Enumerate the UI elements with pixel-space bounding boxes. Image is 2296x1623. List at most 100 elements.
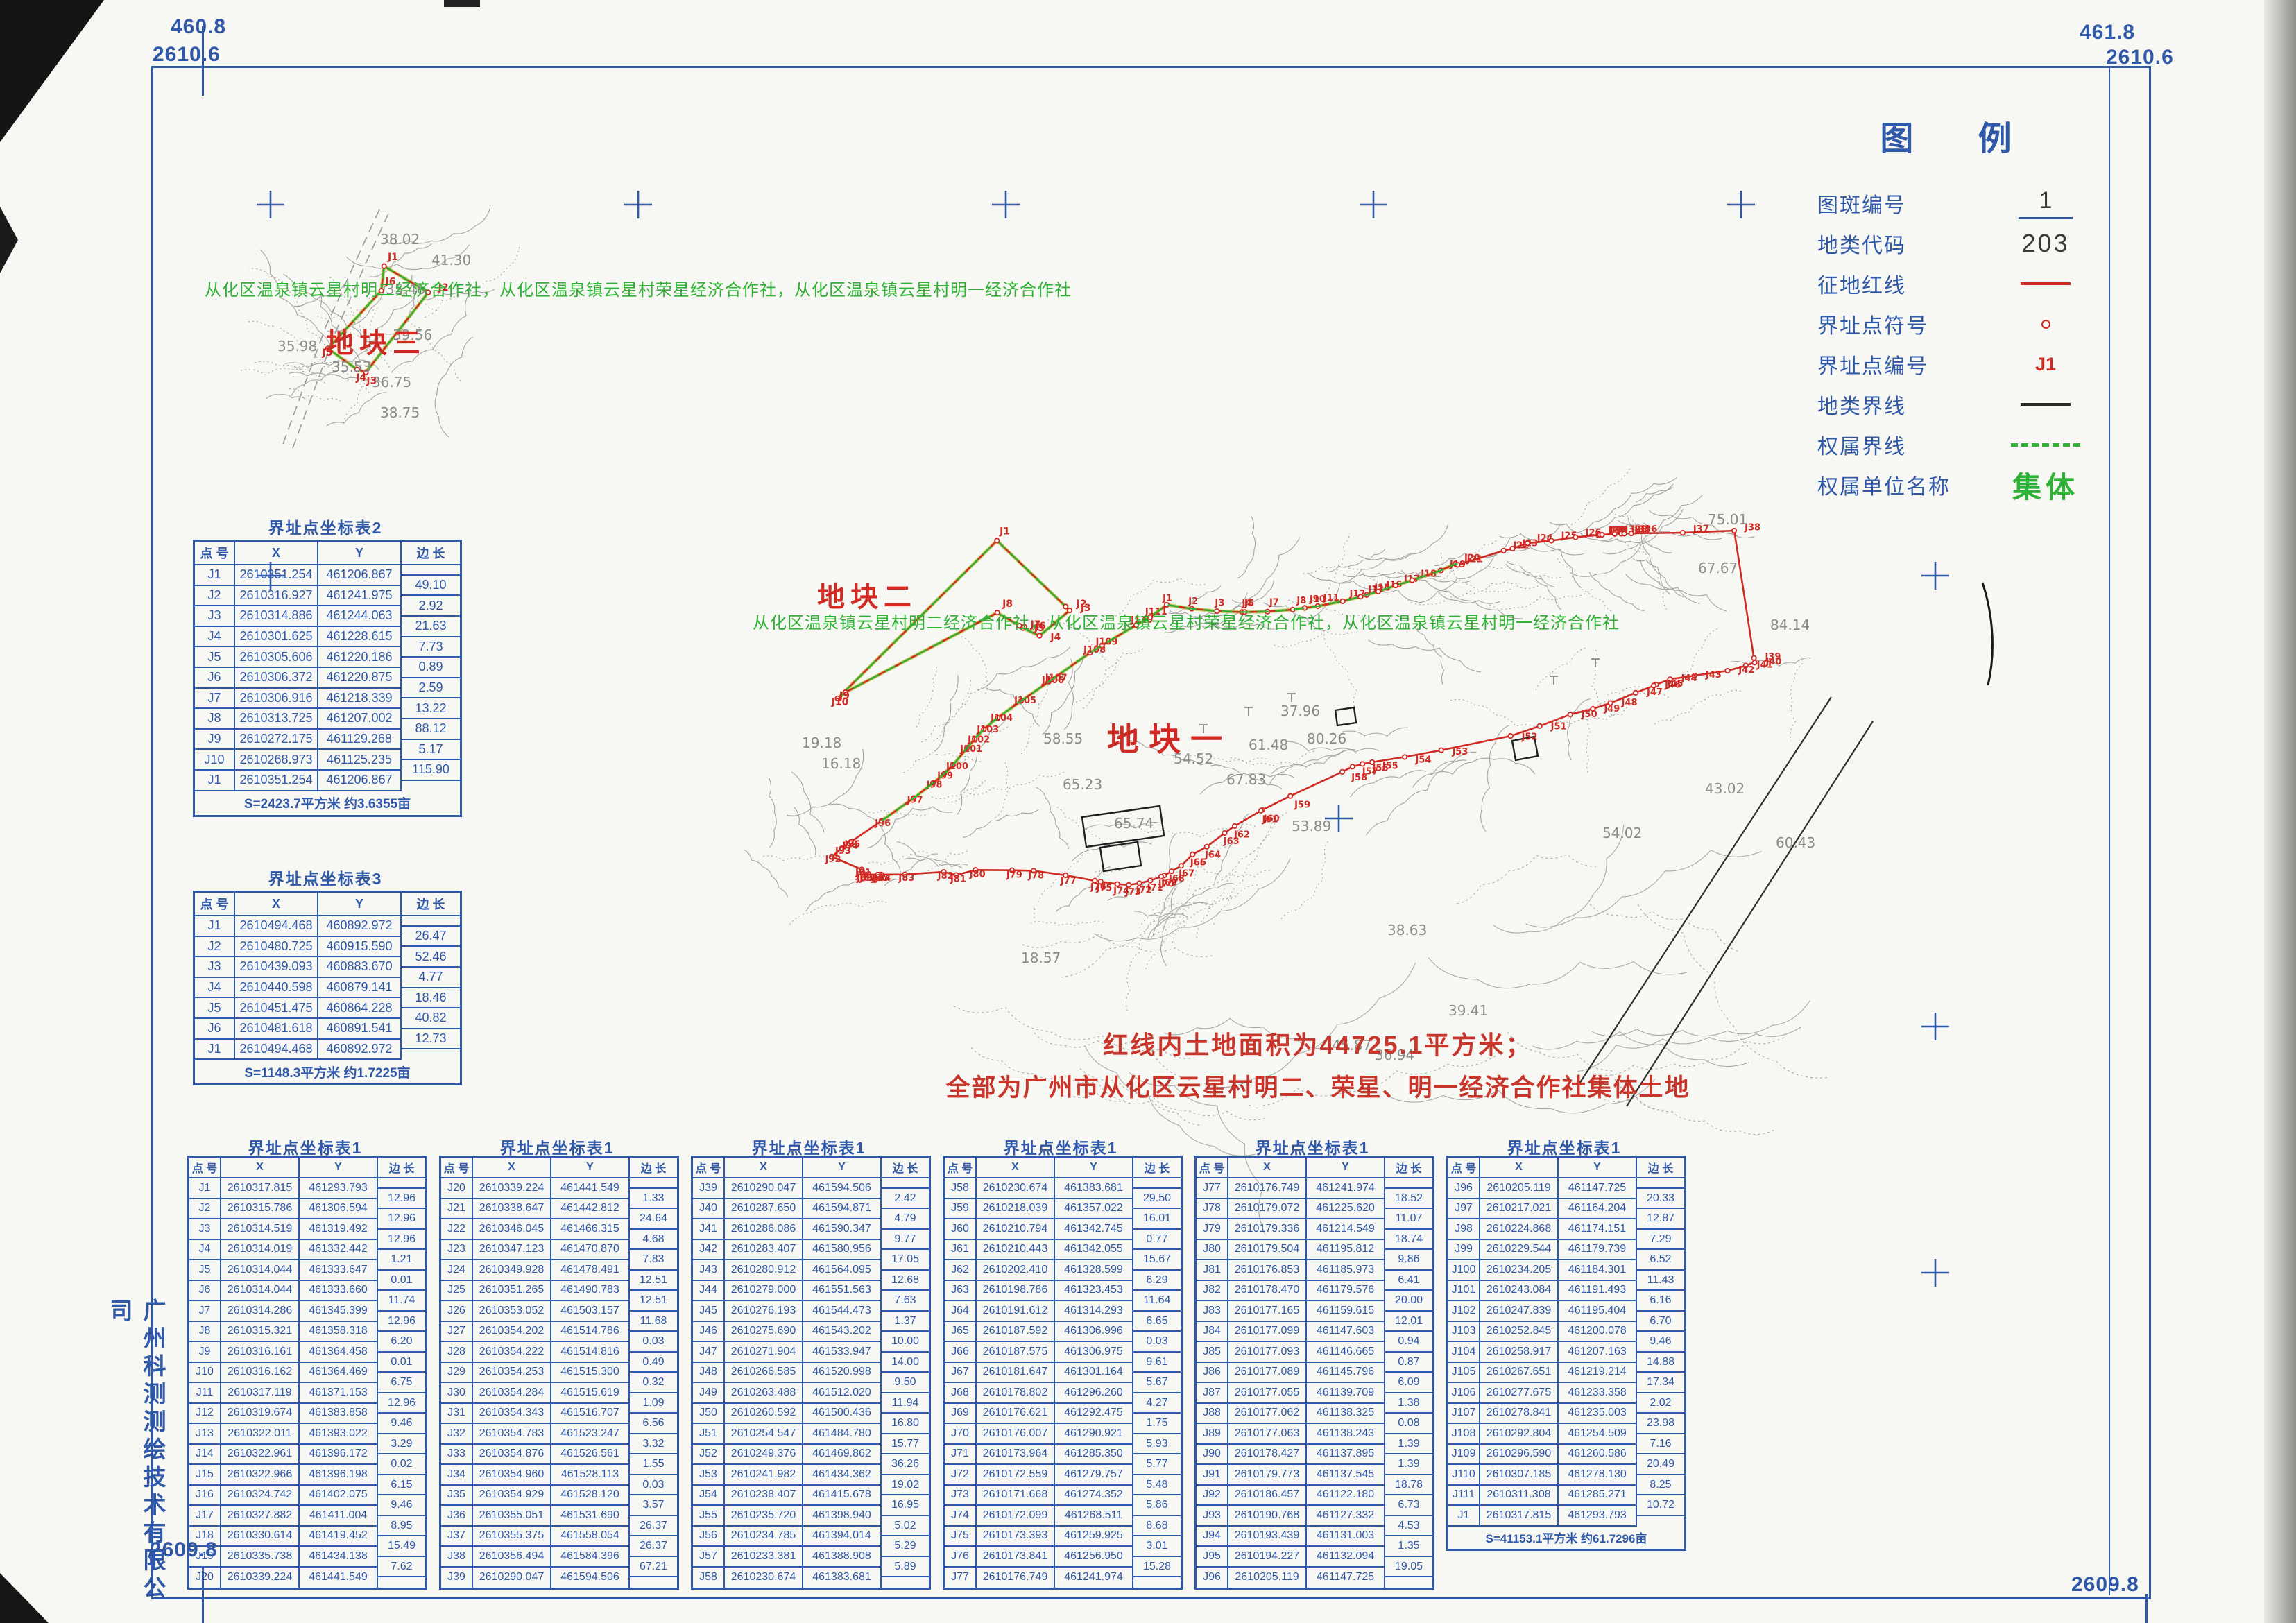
cell-len: 6.73 <box>1385 1495 1432 1516</box>
boundary-point-label: J8 <box>1002 599 1013 610</box>
scan-edge-shadow <box>2264 0 2296 1623</box>
cell-point-id: J40 <box>693 1199 725 1219</box>
cell-x: 2610177.099 <box>1228 1321 1307 1342</box>
boundary-point-marker <box>1190 851 1196 858</box>
sheet-frame-inner-line <box>2109 66 2110 1595</box>
col-header-y: Y <box>551 1158 630 1178</box>
cell-y: 460864.228 <box>318 998 402 1019</box>
contour-line <box>423 289 495 300</box>
boundary-point-label: J57 <box>1362 766 1378 777</box>
contour-line <box>266 394 306 400</box>
cell-x: 2610316.162 <box>221 1362 300 1383</box>
boundary-point-marker <box>1349 764 1355 770</box>
cell-len: 0.08 <box>1385 1414 1432 1434</box>
cell-y: 461218.339 <box>318 688 402 710</box>
contour-line <box>252 361 325 384</box>
col-header-len: 边 长 <box>1133 1158 1181 1178</box>
cell-x: 2610322.011 <box>221 1424 300 1445</box>
cell-y: 461364.469 <box>300 1362 378 1383</box>
cell-point-id: J2 <box>189 1199 221 1219</box>
cell-x: 2610314.886 <box>235 606 318 627</box>
cell-len: 2.02 <box>1637 1393 1684 1414</box>
boundary-point-marker <box>325 345 331 352</box>
cell-x: 2610314.019 <box>221 1239 300 1260</box>
cell-x: 2610346.045 <box>473 1219 551 1240</box>
cell-point-id: J91 <box>1197 1465 1228 1486</box>
boundary-point-label: J6 <box>1035 621 1046 632</box>
cell-x: 2610339.224 <box>473 1178 551 1199</box>
contour-line <box>384 207 491 245</box>
contour-line <box>1640 561 1727 612</box>
cell-point-id: J8 <box>195 709 235 730</box>
boundary-point-marker <box>1178 863 1184 869</box>
cell-point-id: J29 <box>441 1362 473 1383</box>
cell-point-id: J98 <box>1448 1219 1480 1240</box>
cell-point-id: J77 <box>1197 1178 1228 1199</box>
cell-x: 2610177.089 <box>1228 1362 1307 1383</box>
contour-line <box>1160 833 1177 967</box>
boundary-point-label: J49 <box>1603 704 1620 714</box>
contour-line <box>787 900 887 927</box>
cell-point-id: J64 <box>945 1301 977 1322</box>
cell-len: 67.21 <box>630 1557 677 1578</box>
cell-x: 2610254.547 <box>725 1424 803 1445</box>
cell-len: 15.77 <box>882 1434 929 1455</box>
cell-len: 29.50 <box>1133 1189 1181 1210</box>
col-header-y: Y <box>318 542 402 565</box>
cell-point-id: J7 <box>195 688 235 710</box>
contour-line <box>1149 901 1200 939</box>
cell-y: 461145.796 <box>1307 1362 1385 1383</box>
cell-x: 2610202.410 <box>977 1260 1055 1281</box>
cell-x: 2610286.086 <box>725 1219 803 1240</box>
cell-len: 12.96 <box>378 1312 425 1332</box>
contour-line <box>1681 529 1740 536</box>
landclass-boundary-line <box>1577 696 1832 1086</box>
boundary-point-label: J18 <box>1420 569 1437 580</box>
boundary-point-label: J5 <box>1244 599 1254 609</box>
contour-line <box>289 357 371 368</box>
cell-len: 0.01 <box>378 1352 425 1373</box>
cell-len: 1.39 <box>1385 1434 1432 1455</box>
cell-len: 17.34 <box>1637 1373 1684 1393</box>
cell-point-id: J1 <box>195 916 235 937</box>
cell-point-id: J25 <box>441 1280 473 1301</box>
cell-point-id: J60 <box>945 1219 977 1240</box>
cell-point-id: J46 <box>693 1321 725 1342</box>
cell-y: 461364.458 <box>300 1342 378 1363</box>
cell-point-id: J55 <box>693 1506 725 1527</box>
cell-len: 19.02 <box>882 1475 929 1496</box>
contour-line <box>1200 773 1295 795</box>
contour-line <box>1439 539 1498 581</box>
cell-y: 461441.549 <box>300 1567 378 1588</box>
contour-line <box>1271 749 1357 774</box>
grid-cross-icon <box>1360 191 1387 218</box>
scan-edge-artifact <box>0 207 18 273</box>
cell-y: 461594.506 <box>803 1178 882 1199</box>
contour-line <box>1192 862 1270 878</box>
cell-point-id: J105 <box>1448 1362 1480 1383</box>
cell-len: 6.70 <box>1637 1312 1684 1332</box>
boundary-point-label: J110 <box>1130 615 1153 626</box>
contour-line <box>1128 740 1220 767</box>
col-header-x: X <box>473 1158 551 1178</box>
spot-elevation-label: 61.48 <box>1249 737 1288 753</box>
cell-len: 18.78 <box>1385 1475 1432 1496</box>
cell-y: 461528.113 <box>551 1465 630 1486</box>
contour-line <box>288 372 382 383</box>
contour-line <box>957 716 1009 815</box>
cell-point-id: J76 <box>945 1547 977 1568</box>
boundary-point-marker <box>1567 712 1573 718</box>
cell-len-spacer <box>1637 1178 1684 1189</box>
cell-len: 9.50 <box>882 1373 929 1393</box>
boundary-point-label: J6 <box>1244 599 1254 609</box>
contour-line <box>794 807 816 855</box>
cell-x: 2610179.504 <box>1228 1239 1307 1260</box>
col-header-x: X <box>1480 1158 1559 1178</box>
cell-y: 461195.404 <box>1559 1301 1637 1322</box>
cell-y: 461132.094 <box>1307 1547 1385 1568</box>
cell-len: 12.96 <box>378 1393 425 1414</box>
boundary-point-label: J1 <box>387 252 398 263</box>
contour-line <box>1129 1072 1266 1235</box>
boundary-point-label: J41 <box>1756 660 1773 670</box>
contour-line <box>1567 698 1591 761</box>
